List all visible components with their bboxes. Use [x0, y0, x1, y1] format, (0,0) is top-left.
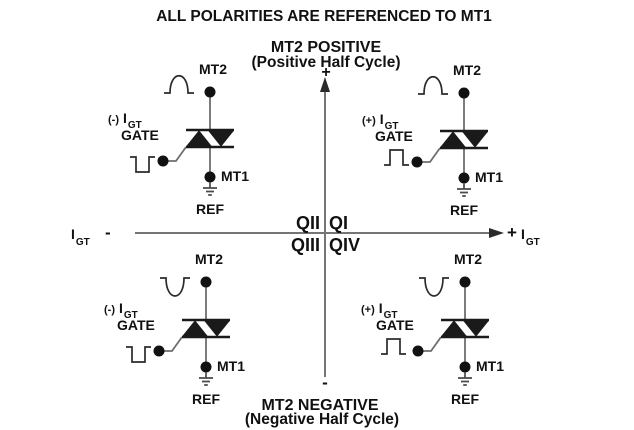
- gate-polarity-label: (+) IGT: [361, 300, 398, 321]
- left-axis-current-label: IGT: [71, 226, 90, 248]
- mt1-label: MT1: [217, 358, 245, 374]
- up-arrowhead-icon: [320, 77, 330, 92]
- left-axis-minus-sign: -: [105, 223, 111, 242]
- negative-half-cycle-icon: [419, 277, 449, 297]
- gate-label: GATE: [117, 317, 155, 333]
- triac-circuit-quadrant-2: MT2 (-) IGT GATE MT1 REF: [108, 61, 249, 217]
- bottom-axis-minus-sign: -: [322, 373, 328, 392]
- mt1-label: MT1: [475, 169, 503, 185]
- bottom-axis-label: MT2 NEGATIVE: [261, 397, 378, 414]
- ref-label: REF: [451, 391, 479, 407]
- top-axis-sublabel: (Positive Half Cycle): [251, 54, 400, 71]
- quadrant-label-qiv: QIV: [329, 235, 360, 255]
- quadrant-labels: QII QI QIII QIV: [291, 213, 360, 255]
- gate-polarity-label: (-) IGT: [108, 110, 142, 131]
- page-title: ALL POLARITIES ARE REFERENCED TO MT1: [156, 8, 492, 25]
- ref-label: REF: [450, 202, 478, 218]
- gate-polarity-label: (-) IGT: [104, 300, 138, 321]
- gate-label: GATE: [376, 317, 414, 333]
- gate-polarity-label: (+) IGT: [362, 111, 399, 132]
- negative-half-cycle-icon: [160, 277, 190, 297]
- positive-pulse-icon: [384, 149, 409, 166]
- gate-label: GATE: [375, 128, 413, 144]
- positive-pulse-icon: [381, 338, 406, 355]
- mt2-label: MT2: [195, 251, 223, 267]
- triac-circuit-quadrant-4: MT2 (+) IGT GATE MT1 REF: [361, 251, 504, 407]
- mt2-label: MT2: [453, 62, 481, 78]
- positive-half-cycle-icon: [418, 75, 448, 95]
- right-arrowhead-icon: [489, 228, 504, 238]
- triac-circuit-quadrant-1: MT2 (+) IGT GATE MT1 REF: [362, 62, 503, 218]
- top-axis-label: MT2 POSITIVE: [271, 39, 382, 56]
- right-axis-current-label: IGT: [521, 226, 540, 248]
- mt1-label: MT1: [221, 168, 249, 184]
- mt2-label: MT2: [454, 251, 482, 267]
- negative-pulse-icon: [130, 156, 155, 173]
- quadrant-label-qiii: QIII: [291, 235, 320, 255]
- gate-label: GATE: [121, 127, 159, 143]
- mt1-label: MT1: [476, 358, 504, 374]
- bottom-axis-sublabel: (Negative Half Cycle): [245, 411, 399, 428]
- quadrant-label-qi: QI: [329, 213, 348, 233]
- quadrant-label-qii: QII: [296, 213, 320, 233]
- ref-label: REF: [196, 201, 224, 217]
- axes: [135, 77, 504, 377]
- ref-label: REF: [192, 391, 220, 407]
- right-axis-plus-sign: +: [507, 223, 517, 242]
- top-axis-plus-sign: +: [321, 64, 330, 81]
- mt2-label: MT2: [199, 61, 227, 77]
- negative-pulse-icon: [126, 346, 151, 363]
- positive-half-cycle-icon: [164, 74, 194, 94]
- triac-circuit-quadrant-3: MT2 (-) IGT GATE MT1 REF: [104, 251, 245, 407]
